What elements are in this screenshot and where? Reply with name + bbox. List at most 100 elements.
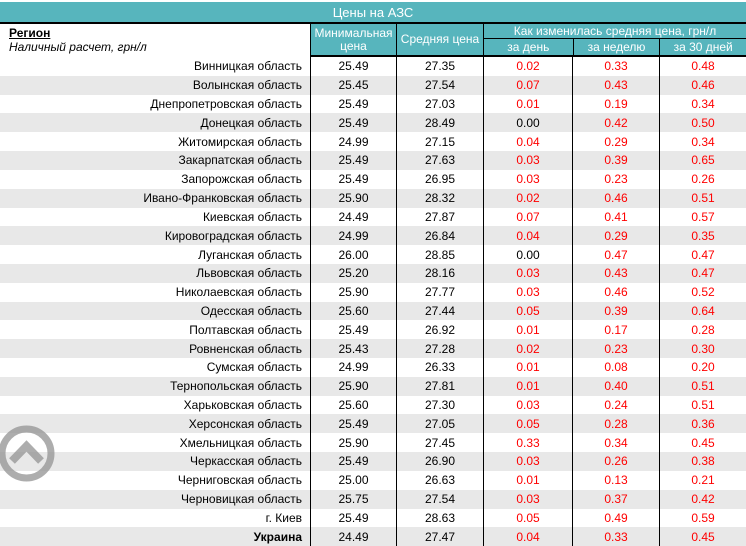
min-price-cell: 25.45 <box>310 75 396 95</box>
table-row: Черновицкая область 25.75 27.54 0.03 0.37 0.4… <box>0 489 746 509</box>
min-price-cell: 25.49 <box>310 151 396 170</box>
table-row: Волынская область 25.45 27.54 0.07 0.43 0.46 <box>0 75 746 95</box>
change-week-cell: 0.28 <box>572 414 659 434</box>
change-week-cell: 0.39 <box>572 151 659 170</box>
change-week-cell: 0.34 <box>572 433 659 453</box>
change-day-cell: 0.00 <box>483 113 572 133</box>
region-cell: Черновицкая область <box>180 492 302 507</box>
change-day-cell: 0.03 <box>483 263 572 283</box>
min-price-cell: 24.49 <box>310 207 396 227</box>
scroll-to-top-button[interactable] <box>0 423 56 483</box>
change-week-cell: 0.24 <box>572 395 659 415</box>
change-day-cell: 0.04 <box>483 527 572 546</box>
change-day-cell: 0.03 <box>483 489 572 509</box>
avg-price-cell: 27.35 <box>396 57 483 76</box>
avg-price-cell: 27.28 <box>396 339 483 358</box>
table-row: Тернопольская область 25.90 27.81 0.01 0.40 0… <box>0 376 746 396</box>
avg-price-cell: 26.90 <box>396 452 483 471</box>
change-month-cell: 0.36 <box>659 414 746 434</box>
avg-price-cell: 27.30 <box>396 395 483 415</box>
table-row: Херсонская область 25.49 27.05 0.05 0.28 0.36 <box>0 414 746 434</box>
min-price-cell: 24.99 <box>310 226 396 246</box>
region-cell: Черниговская область <box>177 473 302 488</box>
change-day-cell: 0.07 <box>483 75 572 95</box>
avg-price-cell: 27.54 <box>396 489 483 509</box>
table-row: Харьковская область 25.60 27.30 0.03 0.24 0.5… <box>0 395 746 415</box>
change-month-cell: 0.57 <box>659 207 746 227</box>
table-row: Николаевская область 25.90 27.77 0.03 0.46 0.… <box>0 282 746 302</box>
change-group-title: Как изменилась средняя цена, грн/л <box>484 24 746 39</box>
min-price-cell: 24.49 <box>310 527 396 546</box>
avg-price-cell: 27.15 <box>396 132 483 152</box>
change-day-column-header: за день <box>507 40 550 54</box>
chevron-up-circle-icon <box>0 425 55 482</box>
change-week-cell: 0.29 <box>572 226 659 246</box>
region-cell: Полтавская область <box>189 322 302 337</box>
min-price-column-header: Минимальная цена <box>310 24 396 55</box>
table-row: Житомирская область 24.99 27.15 0.04 0.29 0.3… <box>0 132 746 152</box>
avg-price-cell: 26.63 <box>396 470 483 490</box>
change-subheaders: за день за неделю за 30 дней <box>484 39 746 55</box>
change-month-cell: 0.21 <box>659 470 746 490</box>
min-price-cell: 25.75 <box>310 489 396 509</box>
change-month-cell: 0.48 <box>659 57 746 76</box>
table-row: Донецкая область 25.49 28.49 0.00 0.42 0.50 <box>0 113 746 133</box>
avg-price-cell: 28.85 <box>396 245 483 264</box>
avg-price-cell: 27.77 <box>396 282 483 302</box>
region-cell: Сумская область <box>206 360 302 375</box>
table-row: Винницкая область 25.49 27.35 0.02 0.33 0.48 <box>0 57 746 76</box>
table-row: Кировоградская область 24.99 26.84 0.04 0.29… <box>0 226 746 246</box>
change-day-cell: 0.01 <box>483 470 572 490</box>
change-day-cell: 0.33 <box>483 433 572 453</box>
avg-price-column-header: Средняя цена <box>396 24 483 55</box>
min-price-cell: 25.49 <box>310 169 396 189</box>
change-week-cell: 0.37 <box>572 489 659 509</box>
avg-price-cell: 26.33 <box>396 358 483 377</box>
change-week-cell: 0.39 <box>572 301 659 321</box>
change-month-cell: 0.20 <box>659 358 746 377</box>
region-cell: Волынская область <box>192 78 302 93</box>
change-day-cell: 0.01 <box>483 376 572 396</box>
change-month-cell: 0.35 <box>659 226 746 246</box>
change-month-cell: 0.51 <box>659 188 746 208</box>
min-price-cell: 25.60 <box>310 395 396 415</box>
avg-price-cell: 27.44 <box>396 301 483 321</box>
region-header-subtitle: Наличный расчет, грн/л <box>9 40 147 54</box>
table-row: г. Киев 25.49 28.63 0.05 0.49 0.59 <box>0 508 746 528</box>
min-price-cell: 25.49 <box>310 57 396 76</box>
avg-price-cell: 27.47 <box>396 527 483 546</box>
min-price-cell: 25.00 <box>310 470 396 490</box>
page-title-bar: Цены на АЗС <box>0 2 746 24</box>
change-week-cell: 0.13 <box>572 470 659 490</box>
change-month-cell: 0.45 <box>659 433 746 453</box>
change-day-cell: 0.02 <box>483 339 572 358</box>
change-month-cell: 0.26 <box>659 169 746 189</box>
avg-price-cell: 27.87 <box>396 207 483 227</box>
change-week-cell: 0.33 <box>572 527 659 546</box>
table-row: Одесская область 25.60 27.44 0.05 0.39 0.64 <box>0 301 746 321</box>
change-week-column-header: за неделю <box>572 39 660 55</box>
min-price-cell: 25.49 <box>310 414 396 434</box>
min-price-cell: 25.49 <box>310 508 396 528</box>
table-row: Закарпатская область 25.49 27.63 0.03 0.39 0.… <box>0 151 746 170</box>
table-row: Сумская область 24.99 26.33 0.01 0.08 0.20 <box>0 358 746 377</box>
change-month-cell: 0.51 <box>659 395 746 415</box>
change-week-cell: 0.46 <box>572 188 659 208</box>
region-cell: Харьковская область <box>183 398 302 413</box>
avg-price-cell: 27.63 <box>396 151 483 170</box>
region-cell: Кировоградская область <box>164 228 302 243</box>
change-week-cell: 0.33 <box>572 57 659 76</box>
change-week-cell: 0.17 <box>572 320 659 340</box>
min-price-cell: 25.49 <box>310 452 396 471</box>
min-price-cell: 25.43 <box>310 339 396 358</box>
change-day-cell: 0.01 <box>483 358 572 377</box>
change-day-cell: 0.04 <box>483 226 572 246</box>
change-week-cell: 0.42 <box>572 113 659 133</box>
region-cell: Украина <box>253 529 302 544</box>
avg-price-cell: 27.45 <box>396 433 483 453</box>
min-price-cell: 25.90 <box>310 376 396 396</box>
change-day-cell: 0.03 <box>483 151 572 170</box>
change-day-cell: 0.00 <box>483 245 572 264</box>
change-month-cell: 0.38 <box>659 452 746 471</box>
